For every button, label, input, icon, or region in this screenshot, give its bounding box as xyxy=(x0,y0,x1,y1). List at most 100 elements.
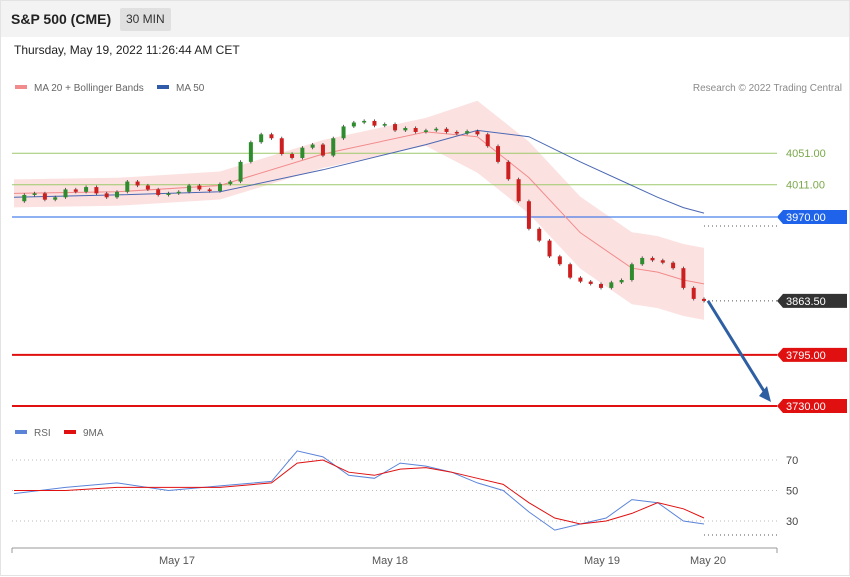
candle-body xyxy=(702,298,706,301)
level-tag-bg-3970.00 xyxy=(777,210,847,224)
candle-body xyxy=(331,138,336,156)
candle-body xyxy=(547,240,552,257)
ma20-legend-swatch xyxy=(15,85,27,89)
rsi-level-tag-30: 30 xyxy=(786,516,798,528)
candle-body xyxy=(454,131,459,134)
rsi-legend-label: RSI xyxy=(34,428,51,439)
candle-body xyxy=(156,189,161,195)
candle-body xyxy=(372,120,377,126)
ma50-line xyxy=(13,129,705,214)
candle-body xyxy=(32,193,37,195)
candle-body xyxy=(465,131,470,134)
candle-body xyxy=(413,128,418,132)
bollinger-band-area xyxy=(14,100,704,320)
candle-body xyxy=(660,260,665,263)
candle-body xyxy=(248,142,253,162)
candle-body xyxy=(259,134,264,143)
candle-body xyxy=(269,134,274,139)
x-axis: May 17 May 18 May 19 May 20 xyxy=(11,547,778,567)
level-tag-3795.00: 3795.00 xyxy=(786,350,826,362)
candle-body xyxy=(516,179,521,202)
candle-body xyxy=(599,283,604,288)
candle-body xyxy=(279,138,284,154)
level-tag-4051.00: 4051.00 xyxy=(786,148,826,160)
x-tick-label: May 17 xyxy=(159,555,195,567)
candle-body xyxy=(238,161,243,182)
level-tag-3863.50: 3863.50 xyxy=(786,296,826,308)
candle-body xyxy=(393,124,398,131)
rsi-ma-legend-label: 9MA xyxy=(83,428,104,439)
candle-body xyxy=(629,264,634,280)
candle-body xyxy=(320,144,325,156)
rsi-level-tag-70: 70 xyxy=(786,455,798,467)
bollinger-bands xyxy=(14,100,704,320)
candle-body xyxy=(423,130,428,132)
candle-body xyxy=(568,264,573,278)
candle-body xyxy=(444,128,449,132)
level-tags: 4051.00 4011.00 3970.00 3863.50 3795.00 3730.… xyxy=(777,148,847,413)
ma50-legend-label: MA 50 xyxy=(176,83,205,94)
candle-body xyxy=(207,189,212,192)
level-tag-bg-3795.00 xyxy=(777,347,847,362)
ma50-legend-swatch xyxy=(157,85,169,89)
candle-body xyxy=(310,144,315,148)
forecast-arrow xyxy=(706,300,771,402)
candle-body xyxy=(300,147,305,158)
candle-body xyxy=(114,191,119,198)
candle-body xyxy=(588,281,593,284)
rsi-level-tag-50: 50 xyxy=(786,486,798,498)
candle-body xyxy=(506,161,511,180)
rsi-ma-line xyxy=(14,459,705,525)
candle-body xyxy=(22,194,27,202)
candle-body xyxy=(125,181,130,192)
candle-body xyxy=(341,126,346,139)
credit-label: Research © 2022 Trading Central xyxy=(693,83,842,94)
candle-body xyxy=(691,287,696,299)
candle-body xyxy=(104,193,109,198)
rsi-panel: 70 50 30 xyxy=(12,450,798,536)
level-tag-bg-3730.00 xyxy=(777,399,847,413)
candle-body xyxy=(403,128,408,131)
candle-body xyxy=(609,282,614,288)
candle-body xyxy=(578,277,583,282)
moving-averages xyxy=(13,129,705,285)
candle-body xyxy=(197,185,202,190)
candle-body xyxy=(382,124,387,126)
candle-body xyxy=(228,181,233,184)
interval-badge[interactable]: 30 MIN xyxy=(120,8,171,31)
candle-body xyxy=(557,256,562,265)
candle-body xyxy=(94,187,99,194)
candle-body xyxy=(42,193,47,200)
candles xyxy=(22,119,706,303)
candle-body xyxy=(187,185,192,192)
candle-body xyxy=(53,197,58,200)
candle-body xyxy=(526,201,531,229)
candle-body xyxy=(537,228,542,241)
candle-body xyxy=(145,185,150,190)
level-tag-4011.00: 4011.00 xyxy=(786,180,825,192)
level-tag-bg-3863.50 xyxy=(777,293,847,308)
candle-body xyxy=(681,268,686,288)
candle-body xyxy=(650,257,655,261)
rsi-legend-swatch xyxy=(15,430,27,434)
candle-body xyxy=(290,154,295,158)
candle-body xyxy=(362,120,367,123)
candle-body xyxy=(84,187,89,192)
candle-body xyxy=(485,134,490,147)
x-tick-label: May 18 xyxy=(372,555,408,567)
candle-body xyxy=(166,193,171,195)
candle-body xyxy=(475,131,480,135)
candle-body xyxy=(619,280,624,283)
rsi-ma-legend-swatch xyxy=(64,430,76,434)
candle-body xyxy=(63,189,68,198)
candle-body xyxy=(176,191,181,194)
forecast-arrow-shaft xyxy=(706,300,769,397)
candle-body xyxy=(217,183,222,192)
timestamp: Thursday, May 19, 2022 11:26:44 AM CET xyxy=(14,43,240,57)
candle-body xyxy=(351,122,356,127)
chart-header: S&P 500 (CME) 30 MIN xyxy=(1,1,849,37)
level-tag-3730.00: 3730.00 xyxy=(786,401,826,413)
x-tick-label: May 20 xyxy=(690,555,726,567)
candle-body xyxy=(434,128,439,131)
